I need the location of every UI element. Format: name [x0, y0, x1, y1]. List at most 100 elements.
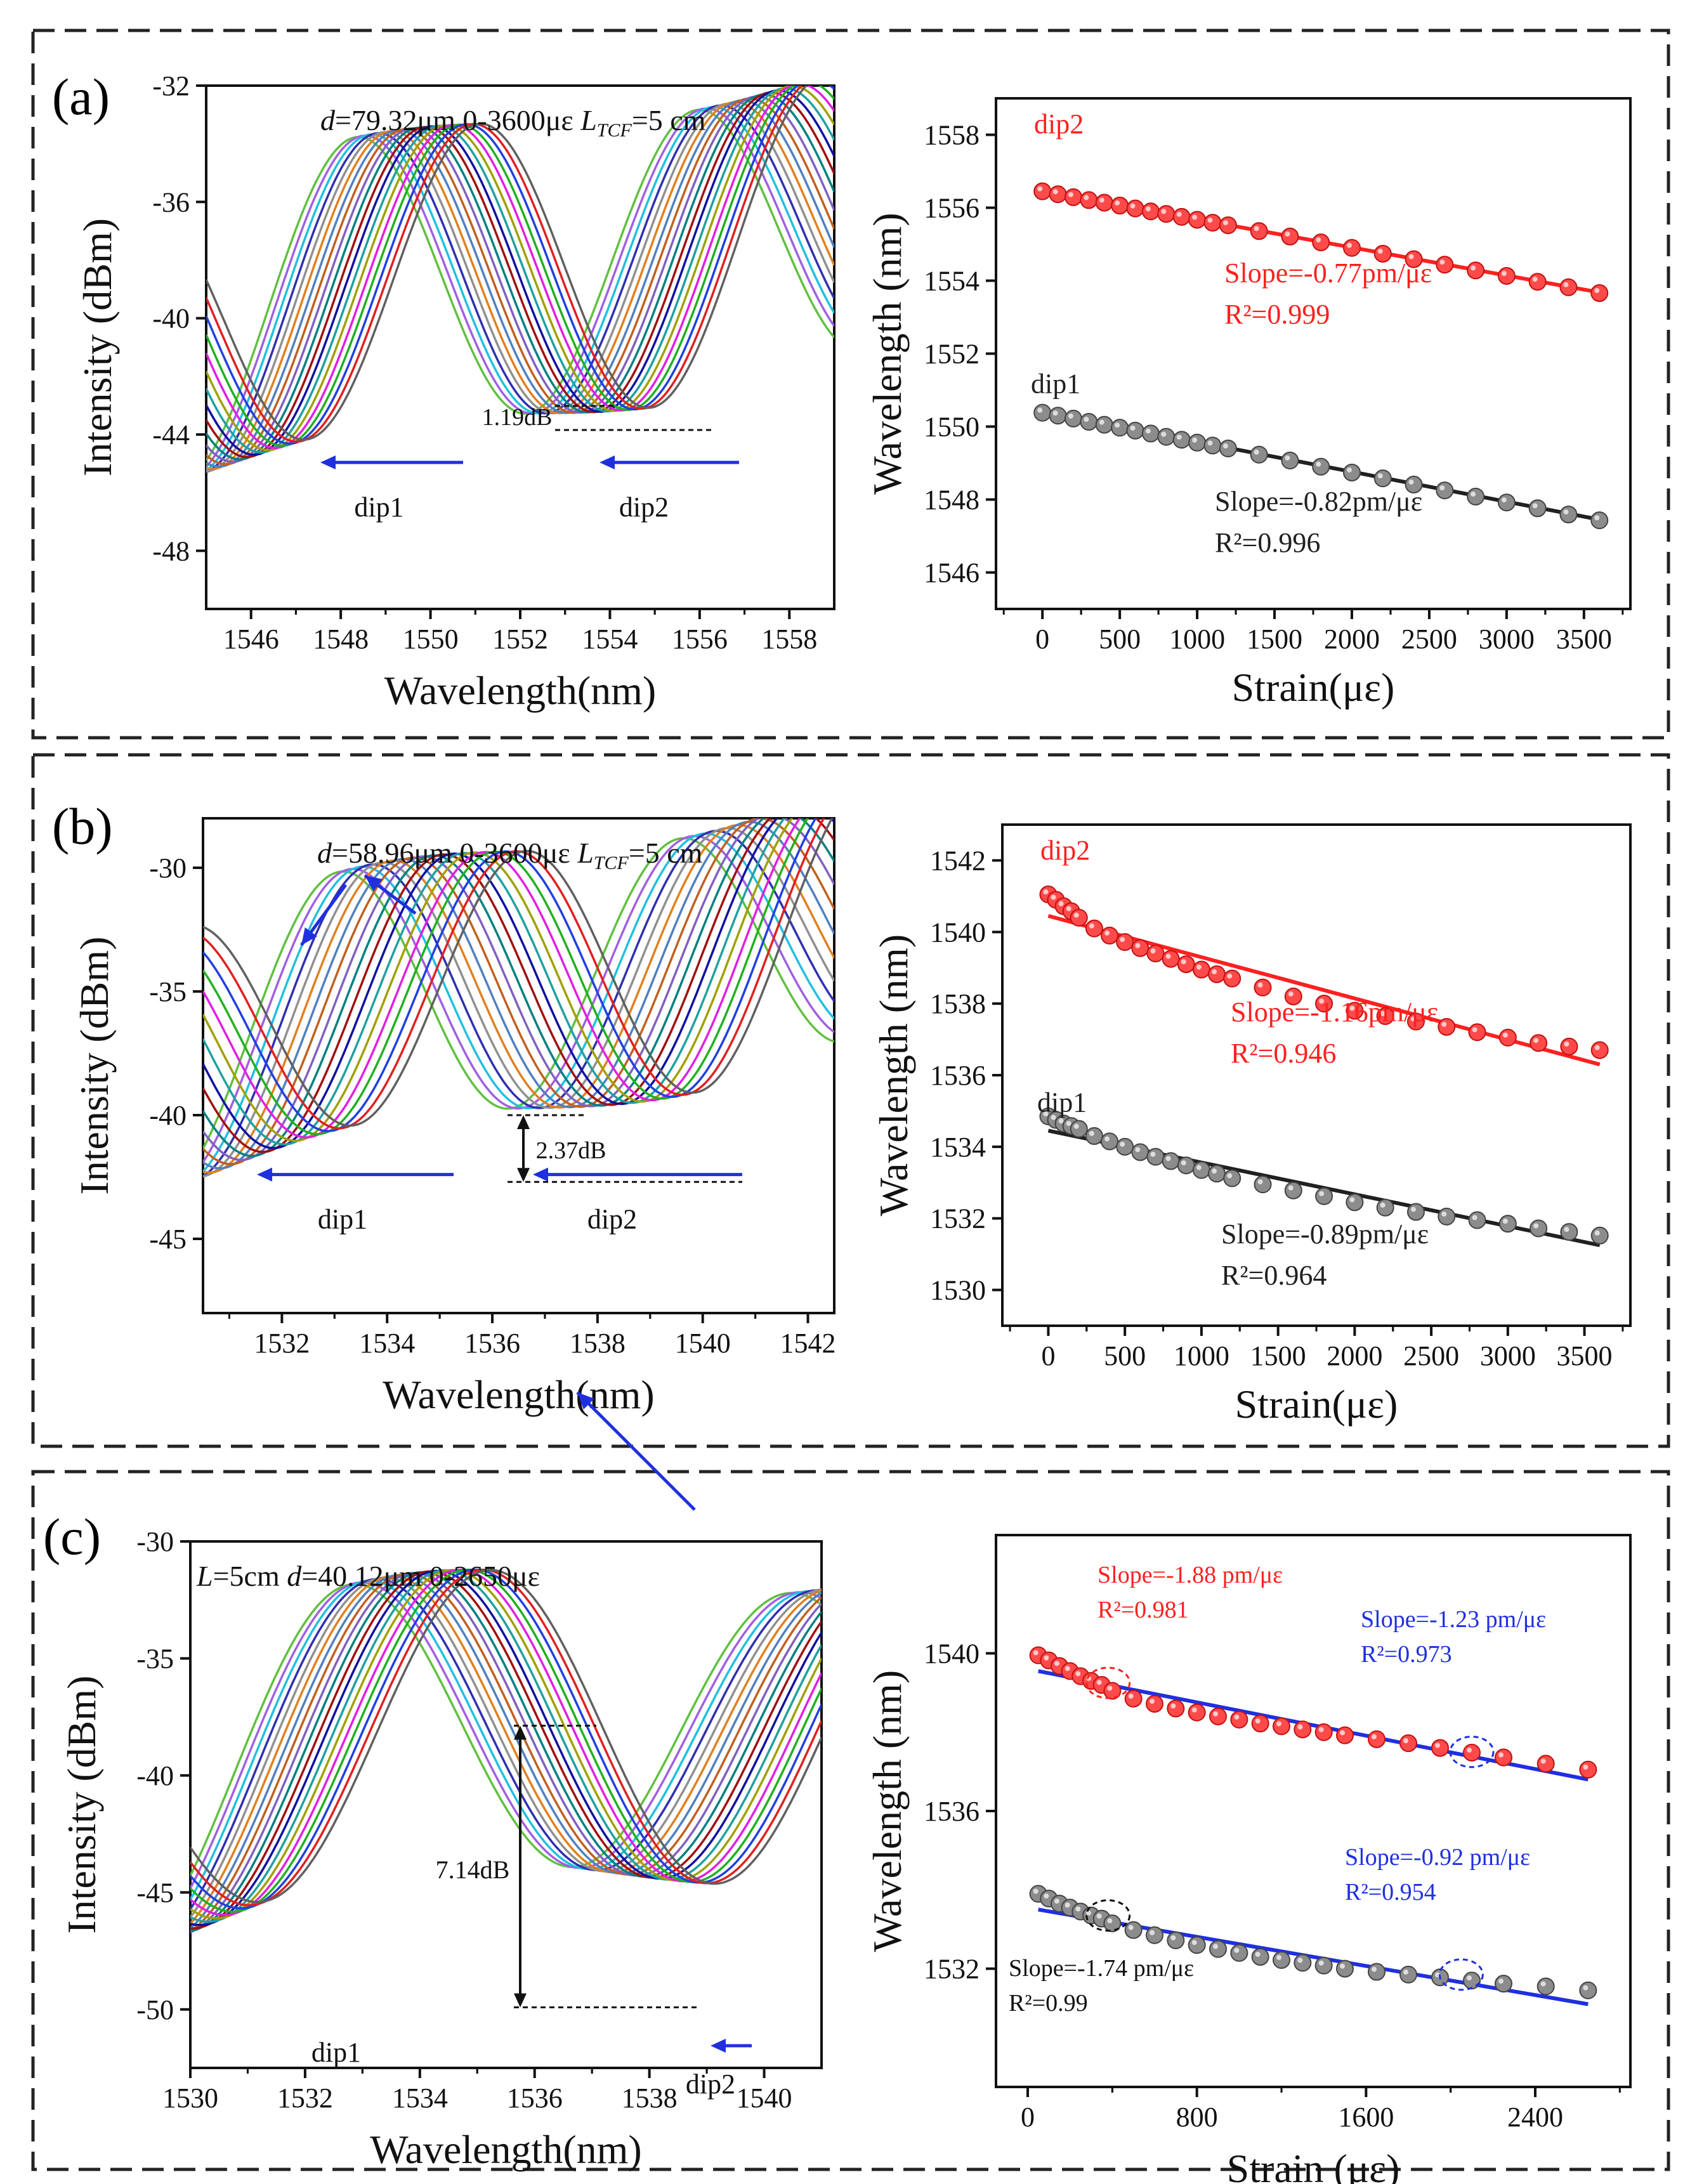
- data-point-dip1: [1273, 1951, 1290, 1969]
- data-point-highlight: [1372, 1734, 1377, 1739]
- spectrum-curve: [190, 1581, 822, 1889]
- diameter-value: =40.12μm 0-2650με: [301, 1560, 540, 1592]
- panel-a-frame: [31, 29, 1670, 740]
- data-point-highlight: [1099, 419, 1104, 425]
- shift-arrow: [576, 1391, 696, 1511]
- spectrum-curve: [206, 97, 834, 466]
- data-point-highlight: [1288, 991, 1294, 997]
- data-point-dip2: [1146, 1694, 1163, 1713]
- data-point-dip2: [1431, 1739, 1449, 1757]
- data-point-highlight: [1207, 440, 1213, 446]
- data-point-dip2: [1314, 1723, 1333, 1741]
- data-point-dip1: [1342, 463, 1361, 481]
- data-point-highlight: [1196, 964, 1202, 970]
- data-point-highlight: [1441, 1211, 1447, 1217]
- panel-a-spectrum-xtick-label: 1554: [582, 624, 638, 655]
- data-point-highlight: [1043, 889, 1049, 895]
- spectrum-curve: [190, 1569, 822, 1907]
- slope-text-dip1: Slope=-0.82pm/με: [1215, 486, 1422, 517]
- data-point-dip1: [1579, 1981, 1597, 1999]
- data-point-highlight: [1288, 1185, 1294, 1191]
- panel-a-conditions: d=79.32μm 0-3600με LTCF=5 cm: [320, 104, 706, 141]
- data-point-highlight: [1403, 1738, 1408, 1744]
- data-point-dip2: [1498, 1028, 1517, 1047]
- data-point-highlight: [1540, 1758, 1546, 1764]
- spectrum-curve: [206, 93, 834, 461]
- panel-b-spectrum-xtick-label: 1532: [254, 1328, 310, 1359]
- panel-a-scatter-ytick-label: 1558: [924, 120, 980, 151]
- data-point-dip1: [1167, 1931, 1185, 1949]
- series-label-dip1: dip1: [1037, 1087, 1087, 1118]
- panel-a-spectrum-xtick-label: 1552: [492, 624, 548, 655]
- data-point-highlight: [1096, 1680, 1102, 1685]
- panel-c-spectrum-ytick-label: -40: [136, 1760, 174, 1791]
- data-point-highlight: [1135, 943, 1141, 948]
- arrow-head: [514, 1993, 527, 2008]
- data-point-highlight: [1170, 1703, 1176, 1709]
- data-point-dip2: [1095, 193, 1113, 212]
- data-point-dip1: [1070, 1120, 1088, 1138]
- data-point-highlight: [1234, 1714, 1240, 1720]
- data-point-dip2: [1124, 1689, 1143, 1708]
- arrow-head: [517, 1168, 530, 1182]
- spectrum-curve: [190, 1572, 822, 1933]
- data-point-dip2: [1336, 1726, 1354, 1744]
- data-point-highlight: [1213, 1711, 1218, 1716]
- data-point-dip1: [1080, 413, 1098, 431]
- panel-b-scatter-ytick-label: 1532: [930, 1203, 986, 1234]
- data-point-dip1: [1064, 409, 1082, 428]
- data-point-highlight: [1227, 973, 1233, 979]
- panel-c-spectrum-xlabel: Wavelength(nm): [370, 2127, 641, 2172]
- data-point-dip1: [1223, 1169, 1242, 1187]
- data-point-highlight: [1104, 930, 1110, 936]
- data-point-highlight: [1066, 906, 1071, 912]
- r2-text-dip2-linear: R²=0.973: [1361, 1641, 1452, 1668]
- data-point-highlight: [1196, 1165, 1202, 1170]
- panel-c-scatter-ytick-label: 1532: [924, 1954, 980, 1985]
- panel-b-spectrum-ytick-label: -45: [149, 1224, 187, 1255]
- data-point-highlight: [1467, 1748, 1472, 1753]
- data-point-highlight: [1408, 254, 1414, 259]
- spectrum-curve: [190, 1569, 822, 1919]
- data-point-dip2: [1436, 256, 1454, 274]
- data-point-highlight: [1564, 1041, 1569, 1047]
- data-point-highlight: [1380, 1010, 1386, 1016]
- data-point-highlight: [1276, 1954, 1281, 1960]
- data-point-dip2: [1209, 1707, 1227, 1725]
- data-point-highlight: [1227, 1173, 1233, 1179]
- data-point-dip2: [1536, 1755, 1555, 1773]
- data-point-dip2: [1192, 960, 1210, 979]
- data-point-highlight: [1254, 226, 1259, 232]
- panel-c-scatter-xtick-label: 2400: [1507, 2102, 1563, 2133]
- data-point-dip1: [1346, 1193, 1364, 1212]
- data-point-dip2: [1219, 216, 1237, 235]
- data-point-highlight: [1181, 959, 1186, 965]
- data-point-dip2: [1157, 205, 1176, 223]
- spectrum-curve: [206, 87, 834, 454]
- data-point-highlight: [1502, 1219, 1508, 1224]
- data-point-dip2: [1085, 919, 1103, 938]
- data-point-highlight: [1257, 982, 1263, 988]
- spectrum-curve: [190, 1575, 822, 1925]
- data-point-dip2: [1116, 933, 1134, 951]
- data-point-highlight: [1207, 218, 1213, 223]
- data-point-highlight: [1297, 1958, 1303, 1963]
- data-point-dip1: [1315, 1187, 1333, 1205]
- data-point-highlight: [1410, 1016, 1416, 1022]
- panel-b-spectrum-xlabel: Wavelength(nm): [383, 1372, 654, 1417]
- panel-a-scatter-xtick-label: 3000: [1479, 624, 1535, 655]
- r2-text-dip2: R²=0.999: [1224, 299, 1330, 330]
- data-point-dip2: [1342, 239, 1361, 257]
- data-point-highlight: [1052, 189, 1058, 195]
- data-point-dip1: [1203, 436, 1222, 455]
- panel-c: 1530 1532 1534 1536 1538 1540 -50 -45 -40 -35 -30 W…: [59, 874, 1632, 2184]
- panel-b-spectrum: 1532 1534 1536 1538 1540 1542 -45 -40 -35 -30 Wave…: [72, 817, 836, 1417]
- data-point-highlight: [1377, 473, 1383, 479]
- spectrum-curve: [206, 86, 834, 447]
- data-point-dip1: [1192, 1161, 1210, 1179]
- arrow-head: [514, 1725, 527, 1740]
- series-label-dip1: dip1: [1031, 369, 1080, 400]
- data-point-highlight: [1594, 288, 1600, 294]
- panel-a-scatter: 0 500 1000 1500 2000 2500 3000 3500 1546 1548 1550…: [865, 97, 1632, 710]
- r2-text-dip2: R²=0.946: [1231, 1038, 1336, 1069]
